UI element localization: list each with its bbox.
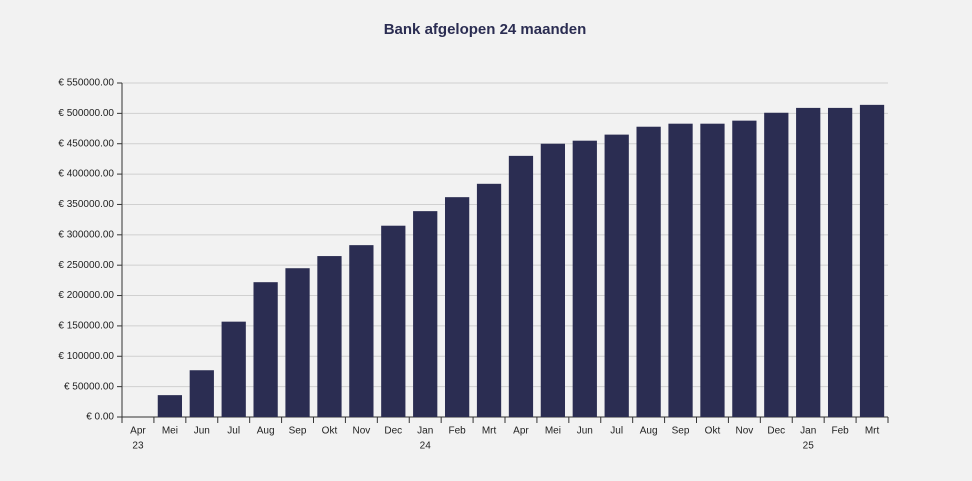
x-tick-label: Mei <box>162 426 178 437</box>
x-tick-label: Mrt <box>865 426 880 437</box>
y-tick-label: € 250000.00 <box>58 260 114 271</box>
x-tick-label: Dec <box>767 426 785 437</box>
x-year-label: 25 <box>803 441 815 452</box>
y-tick-label: € 450000.00 <box>58 138 114 149</box>
x-tick-label: Feb <box>449 426 467 437</box>
x-tick-label: Jul <box>227 426 240 437</box>
x-tick-label: Mei <box>545 426 561 437</box>
x-tick-label: Dec <box>384 426 402 437</box>
bar <box>572 140 597 417</box>
x-tick-label: Jan <box>800 426 816 437</box>
bar <box>189 370 214 417</box>
bar <box>285 268 310 417</box>
x-tick-label: Apr <box>513 426 529 437</box>
y-tick-label: € 50000.00 <box>64 381 114 392</box>
y-tick-label: € 200000.00 <box>58 290 114 301</box>
x-tick-label: Sep <box>289 426 307 437</box>
bar <box>764 112 789 418</box>
bar <box>796 107 821 417</box>
y-tick-label: € 100000.00 <box>58 351 114 362</box>
bar <box>349 245 374 417</box>
bar <box>413 211 438 417</box>
bar <box>444 197 470 417</box>
bar <box>732 120 757 417</box>
bar <box>476 183 502 417</box>
x-tick-label: Jun <box>577 426 593 437</box>
bar <box>859 104 885 417</box>
y-tick-label: € 400000.00 <box>58 169 114 180</box>
x-tick-label: Apr <box>130 426 146 437</box>
x-tick-label: Feb <box>832 426 850 437</box>
x-tick-label: Nov <box>352 426 370 437</box>
bar <box>157 395 183 417</box>
bar <box>827 107 853 417</box>
bar <box>668 123 693 418</box>
x-tick-label: Mrt <box>482 426 497 437</box>
bar <box>700 123 725 418</box>
bar <box>253 282 278 417</box>
bar <box>317 256 342 417</box>
bar <box>381 225 406 417</box>
y-tick-label: € 550000.00 <box>58 78 114 89</box>
y-tick-label: € 300000.00 <box>58 229 114 240</box>
x-year-label: 23 <box>132 441 144 452</box>
y-tick-label: € 500000.00 <box>58 108 114 119</box>
x-tick-label: Sep <box>672 426 690 437</box>
bar <box>540 143 566 417</box>
bar <box>508 155 534 417</box>
y-tick-label: € 150000.00 <box>58 321 114 332</box>
x-tick-label: Aug <box>257 426 275 437</box>
chart-title: Bank afgelopen 24 maanden <box>384 21 587 38</box>
bar <box>604 134 629 418</box>
x-tick-label: Okt <box>322 426 338 437</box>
x-tick-label: Jan <box>417 426 433 437</box>
bar <box>636 126 661 417</box>
x-tick-label: Okt <box>705 426 721 437</box>
y-tick-label: € 0.00 <box>86 412 114 423</box>
x-tick-label: Jul <box>610 426 623 437</box>
x-tick-label: Aug <box>640 426 658 437</box>
bar <box>221 321 246 417</box>
x-tick-label: Nov <box>735 426 753 437</box>
x-year-label: 24 <box>420 441 432 452</box>
x-tick-label: Jun <box>194 426 210 437</box>
y-tick-label: € 350000.00 <box>58 199 114 210</box>
